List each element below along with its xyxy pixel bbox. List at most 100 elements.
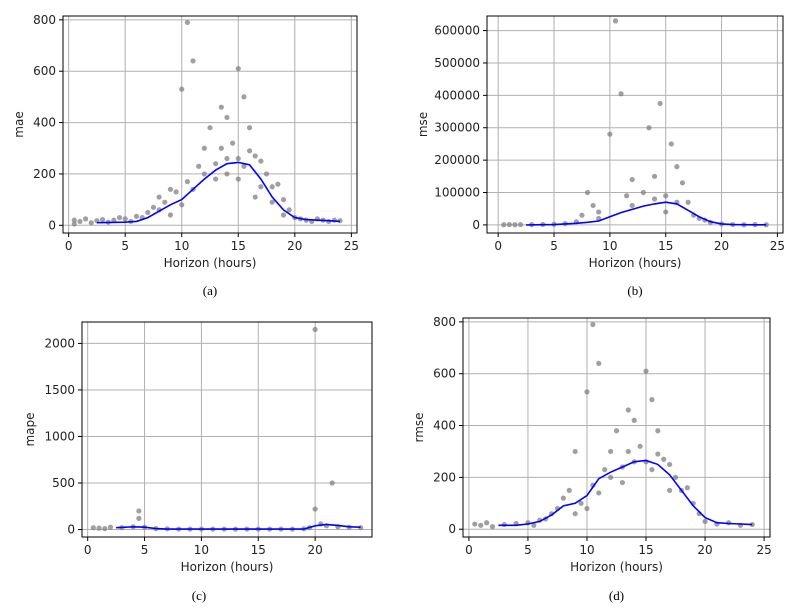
data-point (685, 199, 691, 205)
x-tick-label: 5 (550, 239, 558, 253)
data-point (607, 448, 614, 455)
data-point (122, 216, 128, 222)
data-point (286, 207, 292, 213)
y-tick-label: 800 (33, 13, 56, 27)
trend-line (498, 459, 753, 527)
plot-frame (462, 317, 771, 538)
y-tick-label: 400 (433, 419, 456, 433)
data-point (661, 456, 667, 462)
data-point (252, 194, 258, 200)
data-point (96, 525, 102, 531)
data-point (637, 443, 643, 449)
data-point (224, 155, 230, 162)
x-tick-label: 20 (697, 543, 712, 557)
y-tick-label: 600000 (434, 24, 480, 38)
x-axis-label: Horizon (hours) (589, 256, 682, 270)
data-point (280, 212, 287, 218)
data-point (235, 66, 241, 72)
trend-line (116, 523, 361, 530)
data-point (90, 525, 96, 531)
data-point (107, 524, 114, 530)
x-tick-label: 25 (770, 239, 785, 253)
y-tick-label: 800 (433, 315, 456, 329)
data-point (184, 19, 190, 26)
plot-frame (486, 15, 784, 234)
plot-frame (62, 15, 358, 234)
data-point (629, 176, 635, 183)
data-point (133, 213, 140, 219)
data-point (102, 526, 108, 532)
x-tick-label: 5 (524, 543, 532, 557)
data-point (624, 193, 630, 199)
data-point (167, 212, 174, 218)
y-tick-label: 0 (48, 218, 56, 232)
chart-panel-1: 0 5 10 15 20 25 0 200 400 600 800 Horizon (hours) ma… (12, 13, 359, 298)
data-point (312, 326, 318, 333)
data-point (667, 487, 673, 493)
data-point (111, 217, 117, 223)
data-point (77, 218, 83, 225)
data-point (590, 321, 596, 328)
y-tick-label: 1000 (44, 429, 75, 443)
chart-panel-4: 0 5 10 15 20 25 0 200 400 600 800 Horizon (hours) rm… (412, 315, 772, 603)
data-point (667, 461, 673, 468)
y-tick-label: 300000 (434, 121, 480, 135)
data-point (584, 189, 591, 196)
y-tick-label: 100000 (434, 186, 480, 200)
y-axis-label: mae (12, 111, 26, 137)
trend-line (96, 161, 341, 224)
x-tick-label: 20 (714, 239, 729, 253)
panel-caption: (c) (192, 588, 206, 603)
y-tick-label: 200 (433, 470, 456, 484)
data-point (167, 186, 174, 192)
data-point (672, 474, 679, 480)
data-point (478, 522, 484, 528)
data-point (501, 222, 507, 228)
data-point (517, 221, 524, 228)
data-point (489, 524, 496, 530)
data-point (584, 505, 590, 512)
data-point (207, 125, 213, 131)
data-point (116, 214, 123, 221)
data-point (649, 397, 655, 403)
panel-caption: (b) (627, 283, 642, 298)
data-point (258, 184, 264, 190)
data-point (596, 209, 602, 215)
data-point (668, 141, 674, 147)
data-point (578, 500, 584, 506)
y-tick-label: 400000 (434, 88, 480, 102)
data-point (269, 184, 275, 190)
data-point (235, 176, 241, 182)
x-tick-label: 15 (658, 239, 673, 253)
data-point (572, 511, 578, 517)
data-point (607, 131, 613, 137)
data-point (241, 163, 247, 169)
data-point (162, 199, 168, 205)
data-point (655, 451, 661, 457)
y-tick-label: 500 (52, 476, 75, 490)
panel-caption: (a) (203, 283, 217, 298)
data-point (263, 171, 270, 177)
plot-frame (81, 321, 373, 538)
x-tick-label: 0 (465, 543, 473, 557)
x-tick-label: 10 (194, 543, 209, 557)
data-point (612, 18, 619, 24)
data-point (71, 217, 77, 223)
x-tick-label: 5 (141, 543, 149, 557)
data-point (663, 193, 669, 199)
data-point (684, 485, 690, 491)
data-point (230, 140, 236, 146)
data-point (136, 508, 142, 514)
data-point (246, 148, 253, 154)
x-tick-label: 15 (251, 543, 266, 557)
x-tick-label: 0 (84, 543, 92, 557)
data-point (201, 171, 207, 177)
data-point (512, 222, 518, 228)
data-point (607, 474, 614, 480)
y-tick-label: 600 (33, 64, 56, 78)
data-point (224, 114, 230, 121)
data-point (246, 125, 253, 131)
data-point (643, 368, 649, 374)
x-tick-label: 10 (602, 239, 617, 253)
